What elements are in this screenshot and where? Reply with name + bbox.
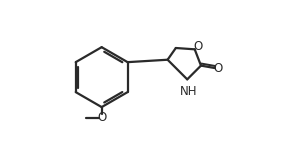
- Text: O: O: [194, 40, 203, 53]
- Text: O: O: [97, 111, 106, 124]
- Text: NH: NH: [179, 85, 197, 98]
- Text: O: O: [214, 62, 223, 75]
